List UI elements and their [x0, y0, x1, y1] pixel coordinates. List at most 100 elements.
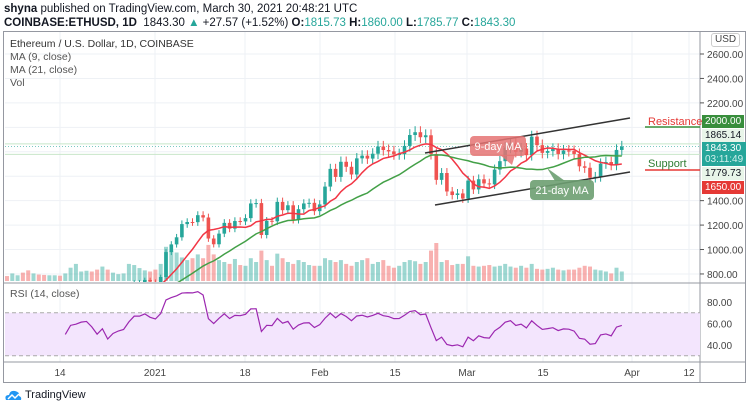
candle — [620, 146, 624, 150]
candle — [408, 135, 412, 146]
candle — [498, 161, 502, 170]
rsi-legend[interactable]: RSI (14, close) — [10, 288, 79, 301]
candle — [254, 203, 258, 205]
price-tick-label: 2400.00 — [707, 74, 744, 85]
support-annotation: Support — [648, 158, 687, 170]
ma9-line — [162, 143, 622, 282]
volume-bar — [450, 265, 455, 281]
volume-bar — [137, 268, 142, 281]
candle — [561, 150, 566, 154]
volume-bar — [0, 275, 4, 281]
change: +27.57 (+1.52%) — [202, 17, 289, 29]
volume-bar — [429, 250, 433, 281]
volume-bar — [222, 262, 227, 281]
volume-bar — [195, 254, 200, 281]
candle — [482, 179, 486, 184]
time-tick-label: Feb — [311, 368, 329, 379]
price-tick-label: 2200.00 — [707, 99, 744, 110]
volume-bar — [254, 262, 259, 281]
volume-bar — [413, 261, 418, 281]
legend-ma9[interactable]: MA (9, close) — [10, 51, 72, 63]
tradingview-logo[interactable]: TradingView — [4, 389, 86, 401]
ma21-callout — [530, 180, 594, 200]
candle — [122, 294, 126, 295]
current-price-label: 1843.30 03:11:49 — [702, 142, 747, 166]
candle — [582, 166, 587, 168]
candle — [323, 186, 327, 205]
h-label: H: — [349, 17, 362, 29]
resistance-annotation: Resistance — [648, 116, 702, 128]
volume-bar — [238, 265, 243, 281]
volume-bar — [179, 257, 184, 281]
ma21-line — [177, 154, 622, 282]
candle — [174, 237, 179, 245]
volume-bar — [126, 263, 131, 281]
volume-bar — [47, 275, 52, 281]
author: shyna — [4, 3, 38, 15]
legend-vol[interactable]: Vol — [10, 77, 25, 89]
volume-bar — [291, 263, 296, 281]
candle-countdown: 03:11:49 — [705, 154, 744, 165]
volume-bar — [439, 262, 444, 281]
candle — [445, 173, 449, 192]
candle — [227, 222, 232, 229]
candle — [5, 296, 9, 302]
candle — [386, 150, 391, 152]
candle — [524, 148, 529, 156]
symbol: COINBASE:ETHUSD, 1D — [4, 17, 137, 29]
candle — [450, 191, 454, 196]
candle — [434, 154, 439, 180]
candle — [439, 173, 444, 180]
candle — [106, 294, 110, 300]
brand-name: TradingView — [25, 389, 86, 401]
candle — [476, 179, 481, 190]
candle — [111, 297, 115, 301]
volume-bar — [26, 270, 31, 281]
volume-bar — [540, 269, 545, 281]
candle — [413, 132, 417, 136]
candle — [461, 193, 465, 199]
candle — [455, 193, 460, 196]
volume-bar — [105, 269, 110, 281]
volume-bar — [58, 275, 62, 281]
price-tick-label: 1400.00 — [707, 197, 744, 208]
volume-bar — [10, 273, 15, 281]
candle — [614, 149, 619, 166]
time-tick-label: 15 — [537, 368, 549, 379]
volume-bar — [68, 267, 73, 281]
candle — [143, 279, 147, 282]
candle — [370, 153, 375, 159]
volume-bar — [190, 258, 195, 281]
volume-bar — [211, 254, 216, 281]
volume-bar — [89, 271, 94, 281]
volume-bar — [323, 258, 327, 281]
candle — [418, 132, 423, 138]
volume-bar — [201, 258, 206, 281]
candle — [302, 203, 306, 210]
candle — [286, 205, 290, 211]
rsi-tick-label: 60.00 — [707, 320, 732, 331]
candle — [577, 153, 582, 167]
volume-bar — [550, 267, 555, 281]
volume-bar — [365, 258, 370, 281]
candle — [32, 302, 36, 304]
current-price: 1843.30 — [705, 143, 742, 154]
candle — [307, 202, 311, 204]
volume-bar — [545, 268, 550, 281]
candle — [376, 146, 380, 154]
l-label: L: — [406, 17, 417, 29]
volume-bar — [487, 265, 492, 281]
volume-bar — [598, 270, 603, 281]
time-tick-label: Apr — [624, 368, 640, 379]
volume-bar — [370, 263, 375, 281]
volume-bar — [471, 265, 476, 281]
volume-bar — [52, 275, 57, 281]
volume-bar — [603, 271, 608, 281]
volume-bar — [376, 262, 380, 281]
candle — [79, 292, 83, 293]
legend-title: Ethereum / U.S. Dollar, 1D, COINBASE — [10, 38, 194, 50]
legend-ma21[interactable]: MA (21, close) — [10, 64, 78, 76]
currency-button[interactable]: USD — [711, 33, 741, 47]
candle — [196, 215, 200, 223]
